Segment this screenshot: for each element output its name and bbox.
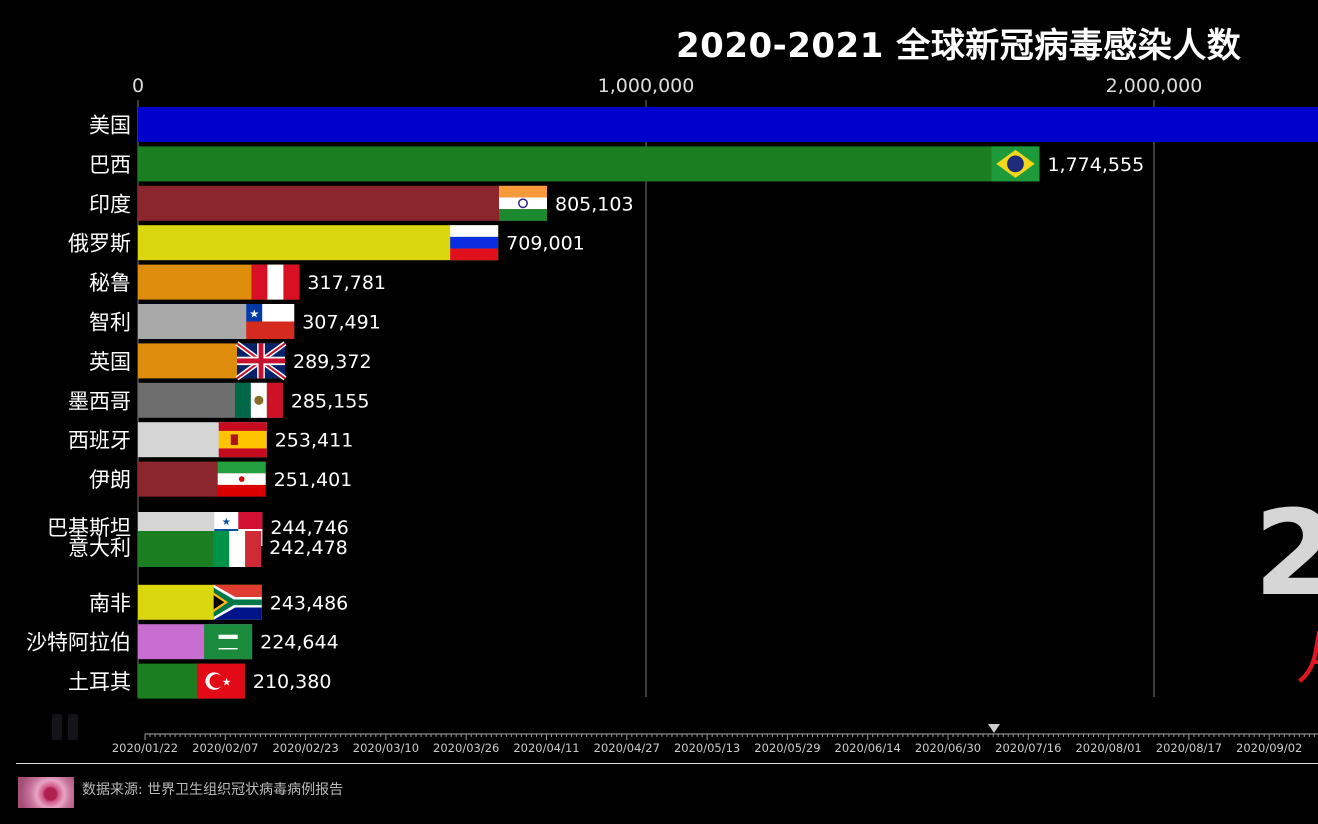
bar-row: 1,774,555 巴西 bbox=[89, 146, 1144, 182]
country-label: 秘鲁 bbox=[89, 271, 131, 295]
value-label: 307,491 bbox=[302, 312, 381, 334]
value-label: 709,001 bbox=[506, 233, 585, 255]
timeline-marker-icon[interactable] bbox=[988, 724, 1000, 733]
value-label: 210,380 bbox=[253, 671, 332, 693]
chile-flag-icon: ★ bbox=[246, 304, 295, 339]
country-label: 英国 bbox=[89, 350, 131, 374]
bar-row: 243,486 南非 bbox=[89, 584, 349, 620]
bar bbox=[138, 225, 499, 261]
pause-button[interactable] bbox=[52, 714, 82, 742]
iran-flag-icon bbox=[217, 461, 266, 497]
value-label: 251,401 bbox=[274, 469, 353, 491]
pause-icon bbox=[52, 714, 62, 740]
bar-row: 289,372 英国 bbox=[89, 341, 372, 381]
timeline-date-label[interactable]: 2020/06/14 bbox=[835, 741, 901, 755]
svg-text:★: ★ bbox=[249, 307, 259, 320]
x-tick-label: 2,000,000 bbox=[1106, 75, 1203, 97]
data-source: 数据来源: 世界卫生组织冠状病毒病例报告 bbox=[82, 782, 344, 798]
timeline-date-label[interactable]: 2020/04/11 bbox=[513, 741, 579, 755]
bar bbox=[138, 146, 1040, 182]
timeline-date-label[interactable]: 2020/06/30 bbox=[915, 741, 981, 755]
brazil-flag-icon bbox=[991, 146, 1040, 182]
value-label: 253,411 bbox=[275, 430, 354, 452]
country-label: 智利 bbox=[89, 311, 131, 335]
timeline-date-label[interactable]: 2020/04/27 bbox=[594, 741, 660, 755]
value-label: 285,155 bbox=[291, 390, 370, 412]
timeline-date-label[interactable]: 2020/02/07 bbox=[192, 741, 258, 755]
saudi-flag-icon bbox=[204, 624, 253, 660]
timeline-date-label[interactable]: 2020/03/10 bbox=[353, 741, 419, 755]
timeline-date-label[interactable]: 2020/05/29 bbox=[754, 741, 820, 755]
x-tick-label: 1,000,000 bbox=[598, 75, 695, 97]
country-label: 印度 bbox=[89, 192, 131, 216]
timeline-date-label[interactable]: 2020/07/16 bbox=[995, 741, 1061, 755]
value-label: 1,774,555 bbox=[1047, 154, 1144, 176]
footer-divider bbox=[16, 763, 1318, 764]
bar bbox=[138, 107, 1318, 142]
virus-thumbnail bbox=[18, 777, 74, 808]
chart-title: 2020-2021 全球新冠病毒感染人数 bbox=[676, 26, 1242, 66]
bar-row: ★ 210,380 土耳其 bbox=[68, 663, 332, 699]
country-label: 土耳其 bbox=[68, 670, 131, 694]
bar-row: 253,411 西班牙 bbox=[68, 422, 354, 458]
country-label: 巴西 bbox=[89, 153, 131, 177]
value-label: 317,781 bbox=[307, 272, 386, 294]
country-label: 伊朗 bbox=[89, 468, 131, 492]
bar-row: 242,478 意大利 bbox=[68, 531, 348, 567]
bar-row: ★ 307,491 智利 bbox=[89, 304, 381, 339]
bar-row: 224,644 沙特阿拉伯 bbox=[26, 624, 339, 660]
country-label: 巴基斯坦 bbox=[47, 516, 131, 540]
timeline: 2020/01/22 2020/02/07 2020/02/23 2020/03/10… bbox=[112, 724, 1318, 755]
turkey-flag-icon: ★ bbox=[196, 663, 245, 699]
southafrica-flag-icon bbox=[213, 584, 262, 620]
russia-flag-icon bbox=[450, 225, 499, 261]
bar bbox=[138, 185, 547, 221]
country-label: 意大利 bbox=[68, 536, 131, 560]
spain-flag-icon bbox=[218, 422, 267, 458]
country-label: 墨西哥 bbox=[68, 389, 131, 413]
current-year-display: 2 bbox=[1254, 484, 1318, 622]
x-tick-label: 0 bbox=[132, 75, 144, 97]
uk-flag-icon bbox=[235, 341, 287, 381]
india-flag-icon bbox=[498, 185, 547, 221]
country-label: 西班牙 bbox=[68, 429, 131, 453]
timeline-date-label[interactable]: 2020/01/22 bbox=[112, 741, 178, 755]
timeline-date-label[interactable]: 2020/05/13 bbox=[674, 741, 740, 755]
value-label: 244,746 bbox=[270, 517, 349, 539]
svg-text:★: ★ bbox=[222, 517, 231, 528]
pause-icon bbox=[68, 714, 78, 740]
value-label: 805,103 bbox=[555, 193, 634, 215]
svg-text:★: ★ bbox=[222, 676, 231, 688]
bar-row: 709,001 俄罗斯 bbox=[68, 225, 585, 261]
bar-row: 285,155 墨西哥 bbox=[68, 382, 370, 418]
bar-row: 317,781 秘鲁 bbox=[89, 264, 386, 300]
bar-row: 805,103 印度 bbox=[89, 185, 634, 221]
value-label: 289,372 bbox=[293, 351, 372, 373]
bar-row: 美国 bbox=[89, 107, 1318, 142]
bars: 美国 1,774,555 巴西 805,103 印度 709,001 俄罗斯 317,781 秘… bbox=[26, 107, 1318, 699]
bar-row: 251,401 伊朗 bbox=[89, 461, 353, 497]
peru-flag-icon bbox=[251, 264, 300, 300]
mexico-flag-icon bbox=[234, 382, 283, 418]
country-label: 沙特阿拉伯 bbox=[26, 631, 131, 655]
timeline-date-label[interactable]: 2020/08/17 bbox=[1156, 741, 1222, 755]
value-label: 224,644 bbox=[260, 632, 339, 654]
value-label: 242,478 bbox=[269, 537, 348, 559]
country-label: 美国 bbox=[89, 114, 131, 138]
italy-flag-icon bbox=[213, 531, 262, 567]
timeline-date-label[interactable]: 2020/02/23 bbox=[272, 741, 338, 755]
country-label: 俄罗斯 bbox=[68, 232, 131, 256]
value-label: 243,486 bbox=[270, 592, 349, 614]
timeline-date-label[interactable]: 2020/08/01 bbox=[1075, 741, 1141, 755]
x-axis: 0 1,000,000 2,000,000 bbox=[132, 75, 1202, 97]
country-label: 南非 bbox=[89, 591, 131, 615]
timeline-date-label[interactable]: 2020/03/26 bbox=[433, 741, 499, 755]
timeline-date-label[interactable]: 2020/09/02 bbox=[1236, 741, 1302, 755]
